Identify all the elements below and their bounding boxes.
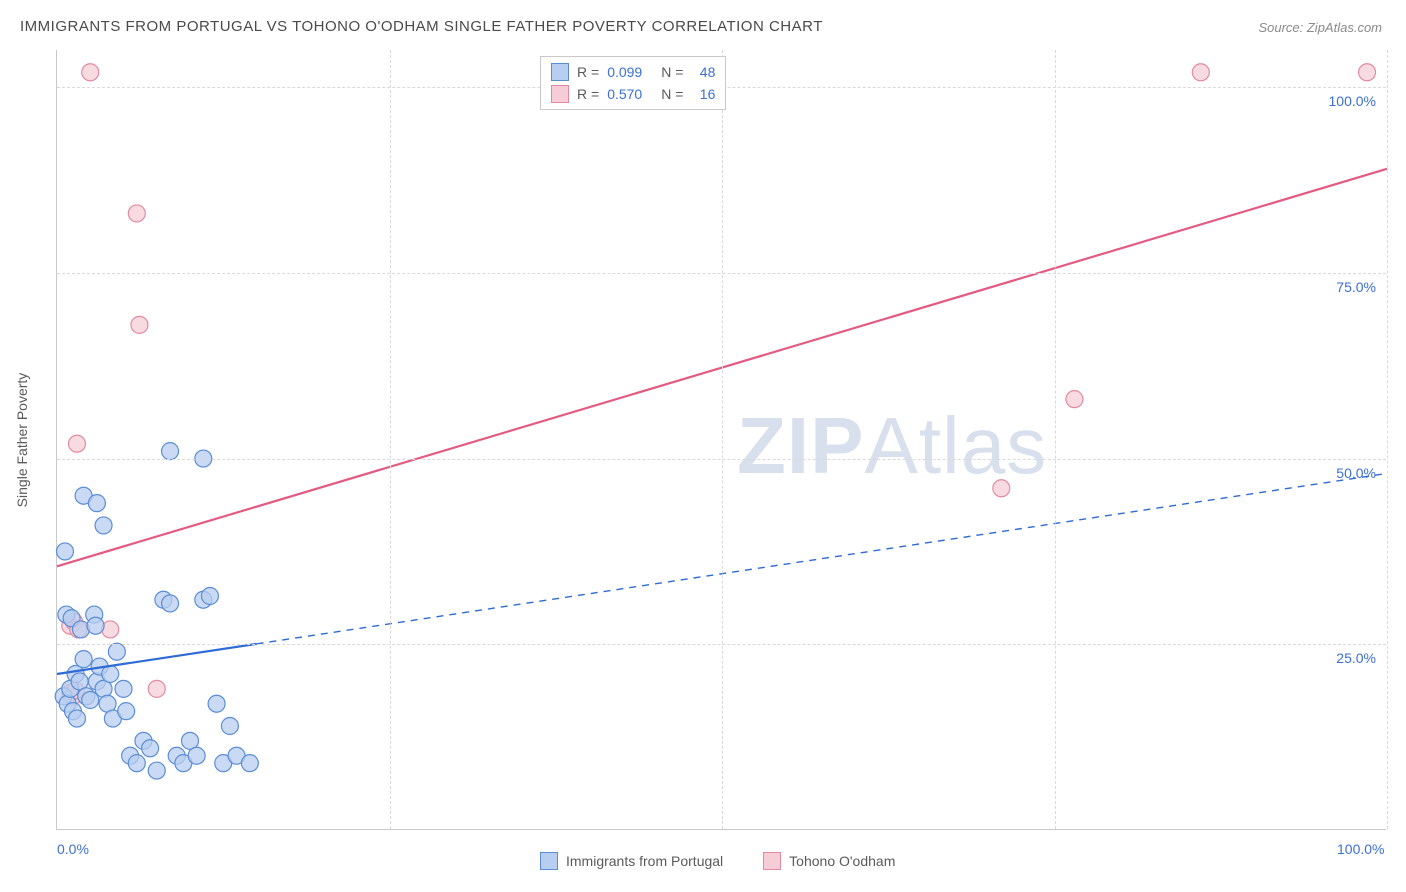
portugal-point <box>208 695 225 712</box>
chart-title: IMMIGRANTS FROM PORTUGAL VS TOHONO O'ODH… <box>20 18 823 35</box>
portugal-point <box>87 617 104 634</box>
gridline-v <box>1055 50 1056 829</box>
y-tick-label: 25.0% <box>1336 650 1376 666</box>
portugal-point <box>142 740 159 757</box>
legend-item-portugal: Immigrants from Portugal <box>540 852 723 870</box>
portugal-trend-dashed <box>257 473 1388 643</box>
legend-swatch <box>551 63 569 81</box>
portugal-point <box>188 747 205 764</box>
tohono-point <box>128 205 145 222</box>
tohono-point <box>68 435 85 452</box>
y-tick-label: 100.0% <box>1329 93 1376 109</box>
x-tick-label: 0.0% <box>57 841 89 857</box>
y-tick-label: 50.0% <box>1336 465 1376 481</box>
tohono-point <box>1192 64 1209 81</box>
legend-r-value: 0.570 <box>607 86 653 102</box>
portugal-point <box>95 517 112 534</box>
legend-n-label: N = <box>661 64 683 80</box>
portugal-point <box>241 755 258 772</box>
legend-swatch <box>763 852 781 870</box>
legend-r-value: 0.099 <box>607 64 653 80</box>
legend-row-tohono: R = 0.570 N = 16 <box>551 83 715 105</box>
tohono-point <box>1359 64 1376 81</box>
legend-label: Immigrants from Portugal <box>566 853 723 869</box>
legend-label: Tohono O'odham <box>789 853 895 869</box>
portugal-point <box>118 703 135 720</box>
gridline-v <box>722 50 723 829</box>
source-attribution: Source: ZipAtlas.com <box>1258 20 1382 35</box>
tohono-point <box>82 64 99 81</box>
portugal-point <box>56 543 73 560</box>
legend-series: Immigrants from Portugal Tohono O'odham <box>540 852 895 870</box>
legend-n-label: N = <box>661 86 683 102</box>
portugal-point <box>148 762 165 779</box>
legend-correlation: R = 0.099 N = 48 R = 0.570 N = 16 <box>540 56 726 110</box>
legend-r-label: R = <box>577 64 599 80</box>
plot-area: ZIPAtlas 25.0%50.0%75.0%100.0%0.0%100.0% <box>56 50 1386 830</box>
gridline-v <box>1387 50 1388 829</box>
legend-item-tohono: Tohono O'odham <box>763 852 895 870</box>
legend-swatch <box>551 85 569 103</box>
tohono-point <box>1066 391 1083 408</box>
portugal-point <box>102 666 119 683</box>
portugal-point <box>68 710 85 727</box>
gridline-v <box>390 50 391 829</box>
legend-n-value: 16 <box>691 86 715 102</box>
legend-n-value: 48 <box>691 64 715 80</box>
portugal-point <box>75 651 92 668</box>
portugal-point <box>221 718 238 735</box>
portugal-point <box>162 595 179 612</box>
y-tick-label: 75.0% <box>1336 279 1376 295</box>
portugal-point <box>88 495 105 512</box>
portugal-point <box>201 588 218 605</box>
legend-row-portugal: R = 0.099 N = 48 <box>551 61 715 83</box>
portugal-point <box>162 443 179 460</box>
tohono-point <box>993 480 1010 497</box>
portugal-point <box>115 680 132 697</box>
x-tick-label: 100.0% <box>1337 841 1384 857</box>
portugal-point <box>128 755 145 772</box>
y-axis-title: Single Father Poverty <box>14 373 30 508</box>
legend-swatch <box>540 852 558 870</box>
portugal-point <box>108 643 125 660</box>
legend-r-label: R = <box>577 86 599 102</box>
tohono-point <box>131 316 148 333</box>
tohono-point <box>148 680 165 697</box>
